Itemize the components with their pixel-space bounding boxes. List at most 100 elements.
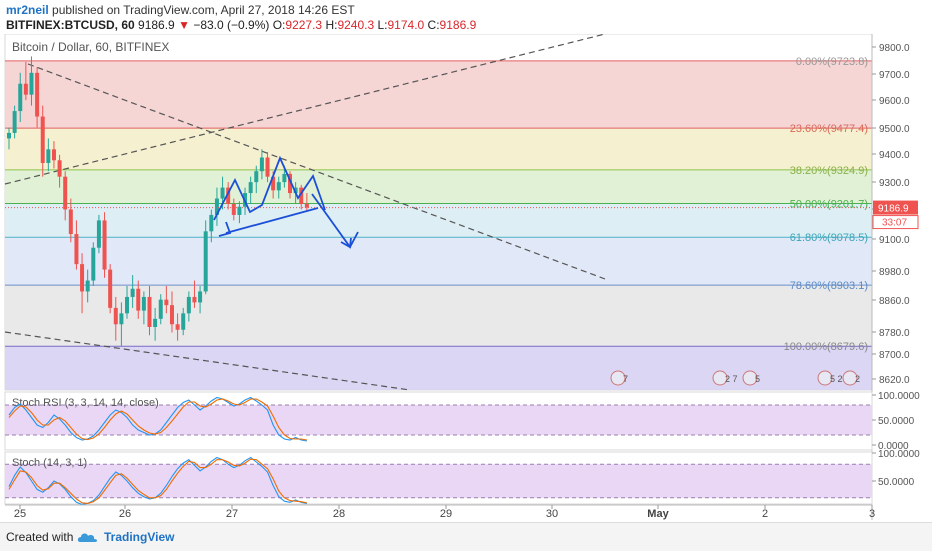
- fib-label-0: 0.00%(9723.8): [796, 56, 868, 68]
- low-value: 9174.0: [387, 18, 425, 32]
- candle-body: [125, 296, 130, 314]
- candle-body: [175, 324, 180, 330]
- event-flag-icon: [610, 370, 626, 386]
- event-flag-icon: [842, 370, 858, 386]
- fib-band-6: [5, 346, 872, 390]
- event-flag-label: 2: [855, 374, 860, 384]
- stoch-rsi-pane-title: Stoch RSI (3, 3, 14, 14, close): [12, 397, 159, 409]
- high-value: 9240.3: [337, 18, 375, 32]
- candle-body: [164, 299, 169, 306]
- stoch-rsi-pane-series-line: [8, 398, 307, 441]
- event-flag-icon: [742, 370, 758, 386]
- symbol-quote: BITFINEX:BTCUSD, 60 9186.9 ▼ −83.0 (−0.9…: [6, 18, 476, 32]
- candle-body: [226, 187, 231, 204]
- close-value: 9186.9: [439, 18, 477, 32]
- candle-body: [29, 72, 34, 95]
- stoch-rsi-pane-tick-label: 100.0000: [878, 391, 920, 402]
- candle-body: [57, 160, 62, 177]
- created-with-text: Created with: [6, 530, 74, 544]
- time-tick-label: 29: [440, 508, 452, 520]
- trendline-rising: [4, 34, 606, 185]
- published-text: published on TradingView.com, April 27, …: [48, 3, 355, 17]
- candle-body: [271, 176, 276, 191]
- candle-body: [288, 173, 292, 194]
- current-price-tag-label: 9186.9: [878, 204, 909, 215]
- price-tick-label: 8860.0: [879, 296, 910, 307]
- stoch-rsi-pane-band: [5, 405, 872, 435]
- fib-band-3: [5, 203, 872, 238]
- candle-body: [119, 313, 124, 325]
- candle-body: [18, 83, 23, 112]
- candle-body: [68, 209, 73, 235]
- candle-body: [198, 291, 203, 303]
- event-flag-label: 7: [623, 374, 628, 384]
- open-value: 9227.3: [285, 18, 323, 32]
- candle-body: [63, 176, 68, 210]
- time-tick-label: 28: [333, 508, 345, 520]
- fib-band-5: [5, 285, 872, 347]
- price-tick-label: 9400.0: [879, 150, 910, 161]
- fib-label-1: 23.60%(9477.4): [790, 123, 868, 135]
- time-tick-label: 30: [546, 508, 558, 520]
- candle-body: [276, 182, 281, 191]
- candle-body: [158, 299, 163, 319]
- candle-body: [153, 318, 158, 327]
- fib-band-0: [5, 60, 872, 129]
- fib-label-2: 38.20%(9324.9): [790, 165, 868, 177]
- tradingview-brand[interactable]: TradingView: [104, 530, 175, 544]
- candle-body: [141, 296, 146, 311]
- candle-body: [214, 198, 219, 215]
- stoch-pane-title: Stoch (14, 3, 1): [12, 457, 87, 469]
- trendline-falling: [27, 63, 606, 280]
- trendline-lower: [4, 331, 411, 391]
- countdown-tag: [872, 215, 919, 230]
- neckline-line: [225, 207, 319, 234]
- price-tick-label: 9500.0: [879, 124, 910, 135]
- candle-body: [46, 149, 51, 163]
- candle-body: [85, 280, 90, 292]
- fib-label-4: 61.80%(9078.5): [790, 232, 868, 244]
- candle-body: [220, 187, 225, 199]
- price-tick-label: 8780.0: [879, 328, 910, 339]
- candle-body: [299, 187, 304, 204]
- candle-body: [259, 157, 264, 172]
- fib-band-2: [5, 169, 872, 204]
- stoch-rsi-pane-tick-label: 0.0000: [878, 441, 909, 452]
- candle-body: [91, 247, 96, 281]
- event-flag-label: 5: [755, 374, 760, 384]
- candle-body: [282, 173, 287, 183]
- price-tick-label: 9100.0: [879, 235, 910, 246]
- candle-body: [51, 149, 56, 161]
- stoch-pane-tick-label: 50.0000: [878, 477, 915, 488]
- candle-body: [203, 231, 208, 292]
- publish-info: mr2neil published on TradingView.com, Ap…: [6, 3, 355, 17]
- last-price: 9186.9: [138, 18, 175, 32]
- candle-body: [108, 269, 113, 308]
- candle-body: [192, 296, 197, 303]
- price-tick-label: 8700.0: [879, 350, 910, 361]
- stoch-pane-tick-label: 100.0000: [878, 449, 920, 460]
- author-name[interactable]: mr2neil: [6, 3, 49, 17]
- price-change: −83.0 (−0.9%): [193, 18, 270, 32]
- candle-body: [147, 296, 152, 327]
- candle-body: [113, 307, 118, 325]
- tradingview-cloud-icon: [77, 533, 98, 542]
- time-tick-label: 3: [869, 508, 875, 520]
- price-axis-bg: [872, 34, 932, 520]
- candle-body: [304, 204, 309, 208]
- price-tick-label: 8980.0: [879, 267, 910, 278]
- chart-area[interactable]: 0.00%(9723.8) 23.60%(9477.4) 38.20%(9324.9…: [0, 34, 932, 520]
- time-tick-label: May: [647, 508, 669, 520]
- footer: Created with TradingView: [0, 522, 932, 551]
- candle-body: [209, 214, 214, 232]
- price-tick-label: 9800.0: [879, 43, 910, 54]
- fib-label-5: 78.60%(8903.1): [790, 280, 868, 292]
- price-tick-label: 9600.0: [879, 96, 910, 107]
- high-label: H:: [325, 18, 338, 32]
- fib-band-1: [5, 128, 872, 170]
- low-label: L:: [377, 18, 388, 32]
- price-tick-label: 8620.0: [879, 375, 910, 386]
- candle-body: [80, 264, 85, 292]
- event-flag-label: 2 7: [725, 374, 738, 384]
